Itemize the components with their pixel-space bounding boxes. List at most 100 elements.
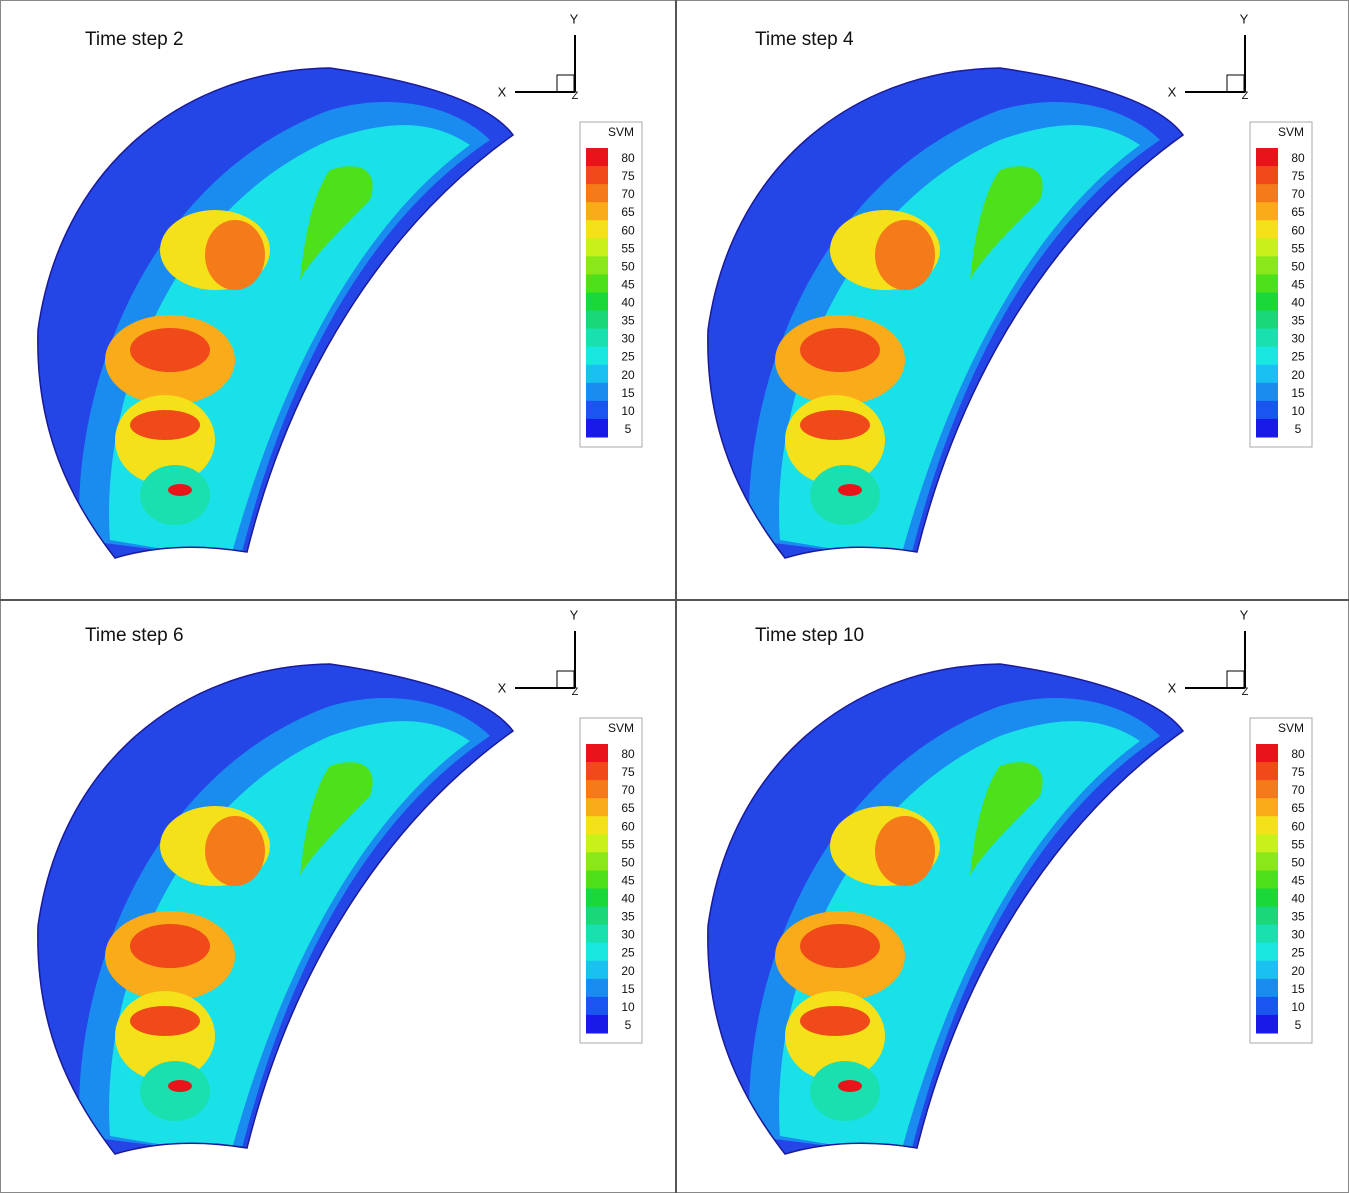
legend-swatch bbox=[1256, 256, 1278, 275]
legend-swatch bbox=[1256, 816, 1278, 835]
legend-label: 45 bbox=[1291, 277, 1305, 291]
legend-label: 60 bbox=[621, 819, 635, 833]
legend-label: 70 bbox=[1291, 187, 1305, 201]
legend-label: 80 bbox=[621, 151, 635, 165]
legend-label: 75 bbox=[621, 765, 635, 779]
legend-label: 75 bbox=[621, 169, 635, 183]
legend-label: 20 bbox=[621, 368, 635, 382]
legend-label: 70 bbox=[621, 187, 635, 201]
legend-label: 50 bbox=[1291, 855, 1305, 869]
legend-label: 60 bbox=[1291, 819, 1305, 833]
legend-label: 65 bbox=[1291, 801, 1305, 815]
legend-label: 10 bbox=[621, 1000, 635, 1014]
panel-title: Time step 2 bbox=[85, 29, 184, 50]
blade-contour bbox=[670, 596, 1270, 1193]
legend-label: 65 bbox=[621, 205, 635, 219]
legend-label: 20 bbox=[621, 964, 635, 978]
legend-label: 45 bbox=[621, 873, 635, 887]
legend-swatch bbox=[586, 997, 608, 1016]
axis-label: Y bbox=[1240, 607, 1249, 622]
legend-swatch bbox=[586, 274, 608, 293]
legend-label: 45 bbox=[1291, 873, 1305, 887]
legend-label: 25 bbox=[621, 350, 635, 364]
legend-swatch bbox=[586, 943, 608, 962]
legend-swatch bbox=[586, 220, 608, 239]
legend-swatch bbox=[1256, 1015, 1278, 1034]
legend-label: 65 bbox=[621, 801, 635, 815]
legend-swatch bbox=[1256, 166, 1278, 185]
legend-swatch bbox=[1256, 274, 1278, 293]
legend-label: 5 bbox=[1295, 422, 1302, 436]
legend-label: 15 bbox=[621, 982, 635, 996]
legend-swatch bbox=[1256, 780, 1278, 799]
legend-swatch bbox=[1256, 401, 1278, 420]
legend-label: 75 bbox=[1291, 765, 1305, 779]
legend-label: 55 bbox=[1291, 837, 1305, 851]
legend-label: 5 bbox=[625, 422, 632, 436]
legend-title: SVM bbox=[608, 125, 634, 139]
legend-swatch bbox=[1256, 997, 1278, 1016]
legend-label: 50 bbox=[1291, 259, 1305, 273]
legend-swatch bbox=[586, 798, 608, 817]
legend-swatch bbox=[1256, 365, 1278, 384]
legend-swatch bbox=[1256, 852, 1278, 871]
legend-label: 25 bbox=[1291, 946, 1305, 960]
legend-label: 40 bbox=[1291, 296, 1305, 310]
legend-swatch bbox=[586, 202, 608, 221]
axis-label: Y bbox=[1240, 11, 1249, 26]
legend-swatch bbox=[1256, 961, 1278, 980]
legend-label: 45 bbox=[621, 277, 635, 291]
legend-label: 75 bbox=[1291, 169, 1305, 183]
legend-label: 55 bbox=[621, 241, 635, 255]
legend-label: 15 bbox=[1291, 386, 1305, 400]
legend-label: 55 bbox=[621, 837, 635, 851]
legend-swatch bbox=[586, 184, 608, 203]
legend-label: 25 bbox=[621, 946, 635, 960]
legend-swatch bbox=[586, 780, 608, 799]
legend-swatch bbox=[586, 907, 608, 926]
axis-label: X bbox=[498, 84, 507, 99]
legend-swatch bbox=[1256, 311, 1278, 330]
legend-label: 80 bbox=[1291, 747, 1305, 761]
legend-swatch bbox=[586, 1015, 608, 1034]
legend-label: 30 bbox=[1291, 332, 1305, 346]
legend-swatch bbox=[1256, 798, 1278, 817]
legend-title: SVM bbox=[608, 721, 634, 735]
legend-swatch bbox=[1256, 238, 1278, 257]
legend-swatch bbox=[586, 166, 608, 185]
legend-swatch bbox=[1256, 419, 1278, 438]
panel-title: Time step 10 bbox=[755, 625, 864, 646]
legend-label: 35 bbox=[1291, 314, 1305, 328]
legend-label: 65 bbox=[1291, 205, 1305, 219]
legend-swatch bbox=[1256, 925, 1278, 944]
legend-label: 5 bbox=[1295, 1018, 1302, 1032]
panel-title: Time step 4 bbox=[755, 29, 854, 50]
axis-label: Y bbox=[570, 607, 579, 622]
legend-swatch bbox=[586, 256, 608, 275]
legend-swatch bbox=[1256, 293, 1278, 312]
legend-swatch bbox=[1256, 907, 1278, 926]
legend-swatch bbox=[1256, 347, 1278, 366]
legend-label: 70 bbox=[621, 783, 635, 797]
legend-title: SVM bbox=[1278, 125, 1304, 139]
axis-label: X bbox=[1168, 680, 1177, 695]
legend-label: 15 bbox=[1291, 982, 1305, 996]
legend-swatch bbox=[586, 347, 608, 366]
blade-contour bbox=[670, 0, 1270, 600]
legend-label: 10 bbox=[1291, 1000, 1305, 1014]
legend-swatch bbox=[1256, 762, 1278, 781]
blade-contour bbox=[0, 596, 600, 1193]
figure: Time step 2YXZSVM80757065605550454035302… bbox=[0, 0, 1349, 1193]
legend-swatch bbox=[586, 762, 608, 781]
legend-label: 55 bbox=[1291, 241, 1305, 255]
legend-swatch bbox=[1256, 889, 1278, 908]
legend-swatch bbox=[586, 419, 608, 438]
legend-swatch bbox=[1256, 148, 1278, 167]
legend-label: 15 bbox=[621, 386, 635, 400]
legend-swatch bbox=[1256, 220, 1278, 239]
legend-label: 35 bbox=[621, 314, 635, 328]
panel: Time step 6YXZSVM80757065605550454035302… bbox=[0, 596, 642, 1193]
